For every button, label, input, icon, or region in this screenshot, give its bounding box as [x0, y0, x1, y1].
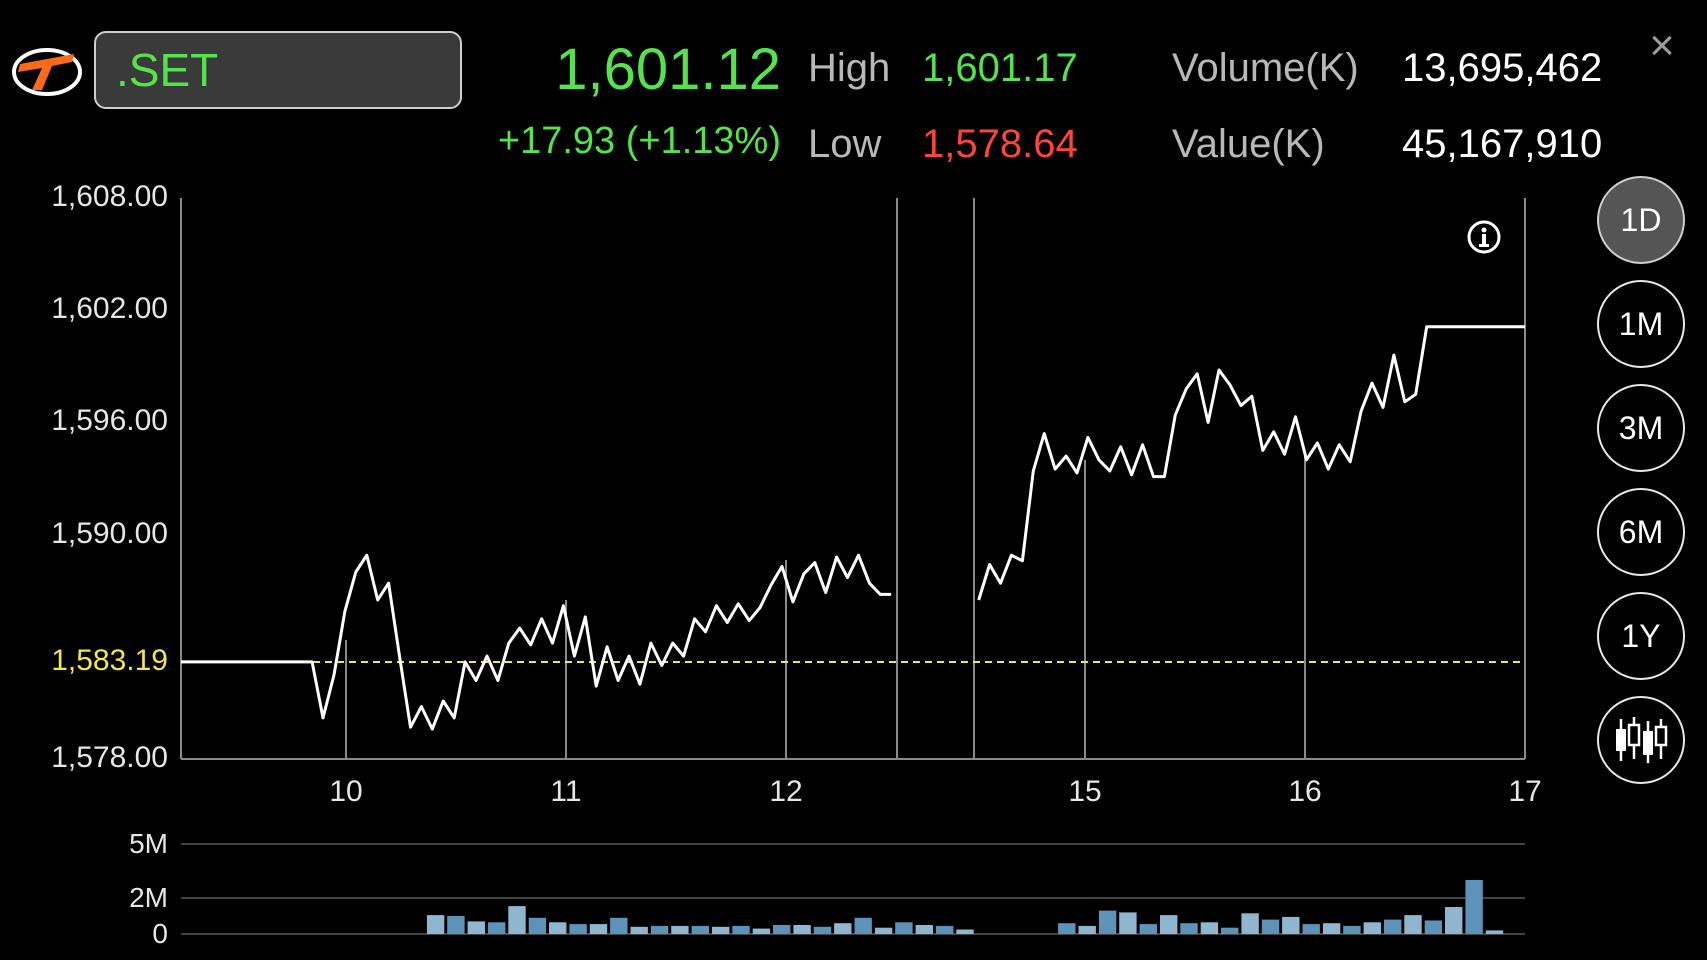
- high-value: 1,601.17: [922, 46, 1078, 90]
- x-tick-label: 15: [1068, 775, 1102, 808]
- volume-bar: [508, 906, 526, 934]
- volume-bar: [1445, 907, 1463, 934]
- volume-bar: [834, 923, 852, 934]
- value-label: Value(K): [1172, 122, 1325, 166]
- x-tick-label: 17: [1508, 775, 1542, 808]
- symbol-search-box[interactable]: .SET: [94, 31, 462, 109]
- reference-label: 1,583.19: [51, 643, 168, 677]
- volume-bar: [1282, 916, 1300, 934]
- volume-bar: [691, 925, 709, 934]
- volume-bar: [1485, 930, 1504, 934]
- volume-bar: [813, 926, 832, 934]
- price-change: +17.93 (+1.13%): [497, 120, 781, 162]
- volume-bar: [895, 922, 913, 934]
- volume-bar: [589, 924, 608, 934]
- volume-bar: [1139, 924, 1157, 934]
- volume-bar: [712, 926, 730, 934]
- timeframe-6m-button[interactable]: 6M: [1597, 488, 1685, 576]
- low-label: Low: [808, 122, 882, 166]
- symbol-text: .SET: [116, 44, 219, 96]
- volume-bar: [610, 917, 628, 934]
- volume-bar: [447, 916, 465, 934]
- y-tick-label: 1,608.00: [51, 180, 168, 213]
- volume-bar: [467, 921, 485, 934]
- volume-bar: [569, 924, 587, 934]
- price-series-line: [181, 553, 892, 731]
- volume-bar: [956, 929, 974, 934]
- x-tick-label: 11: [550, 775, 582, 808]
- x-tick-label: 12: [769, 775, 803, 808]
- volume-bar: [1180, 923, 1198, 934]
- timeframe-3m-button[interactable]: 3M: [1597, 384, 1685, 472]
- volume-bar: [1322, 923, 1341, 934]
- close-button[interactable]: ×: [1649, 21, 1675, 70]
- y-tick-label: 1,590.00: [51, 516, 168, 550]
- volume-bar: [671, 925, 689, 934]
- y-tick-label: 1,596.00: [51, 404, 168, 438]
- value-value: 45,167,910: [1402, 122, 1603, 166]
- volume-bar: [732, 925, 750, 934]
- y-tick-label: 1,602.00: [51, 292, 168, 326]
- timeframe-label: 1M: [1618, 305, 1664, 342]
- volume-bar: [630, 926, 648, 934]
- volume-bar: [1363, 922, 1381, 934]
- volume-bar: [1160, 915, 1178, 934]
- volume-bar: [1058, 923, 1076, 934]
- candlestick-icon: [1616, 717, 1668, 763]
- high-label: High: [808, 46, 891, 90]
- info-icon[interactable]: [1466, 219, 1502, 255]
- volume-bar: [1078, 925, 1096, 934]
- timeframe-1d-button[interactable]: 1D: [1597, 176, 1685, 264]
- timeframe-1m-button[interactable]: 1M: [1597, 280, 1685, 368]
- volume-bar: [793, 925, 811, 934]
- volume-value: 13,695,462: [1402, 46, 1603, 90]
- volume-bar: [488, 922, 506, 934]
- volume-y-tick-label: 2M: [129, 882, 168, 913]
- chart-type-button[interactable]: [1597, 696, 1685, 784]
- x-tick-label: 16: [1288, 775, 1322, 808]
- volume-bar: [1465, 880, 1483, 934]
- volume-bar: [1261, 919, 1280, 934]
- timeframe-label: 1Y: [1621, 617, 1661, 654]
- volume-bar: [1098, 910, 1117, 934]
- volume-bar: [1343, 925, 1361, 934]
- timeframe-1y-button[interactable]: 1Y: [1597, 592, 1685, 680]
- x-tick-label: 10: [329, 775, 363, 808]
- volume-y-tick-label: 5M: [129, 828, 168, 859]
- volume-bar: [1119, 912, 1137, 934]
- volume-bar: [1424, 920, 1443, 934]
- volume-bar: [1200, 922, 1219, 934]
- volume-bar: [773, 925, 791, 934]
- volume-bar: [1384, 919, 1402, 934]
- volume-bar: [549, 922, 567, 934]
- volume-bar: [650, 925, 669, 934]
- volume-bar: [915, 925, 933, 934]
- volume-bar: [1302, 924, 1320, 934]
- timeframe-label: 3M: [1618, 409, 1664, 446]
- volume-bar: [1404, 915, 1422, 934]
- volume-bar: [854, 917, 872, 934]
- y-tick-label: 1,578.00: [51, 741, 168, 774]
- volume-bar: [874, 927, 893, 934]
- volume-bar: [528, 917, 547, 934]
- volume-label: Volume(K): [1172, 46, 1359, 90]
- last-price: 1,601.12: [555, 37, 781, 102]
- low-value: 1,578.64: [922, 122, 1078, 166]
- timeframe-label: 6M: [1618, 513, 1664, 550]
- volume-bar: [1241, 913, 1259, 934]
- volume-bar: [426, 915, 445, 934]
- volume-bar: [936, 925, 954, 934]
- volume-bar: [1221, 927, 1239, 934]
- volume-bar: [752, 928, 771, 934]
- volume-y-tick-label: 0: [152, 918, 168, 949]
- broker-logo: [12, 48, 82, 96]
- price-series-line: [977, 325, 1525, 601]
- timeframe-label: 1D: [1620, 201, 1662, 238]
